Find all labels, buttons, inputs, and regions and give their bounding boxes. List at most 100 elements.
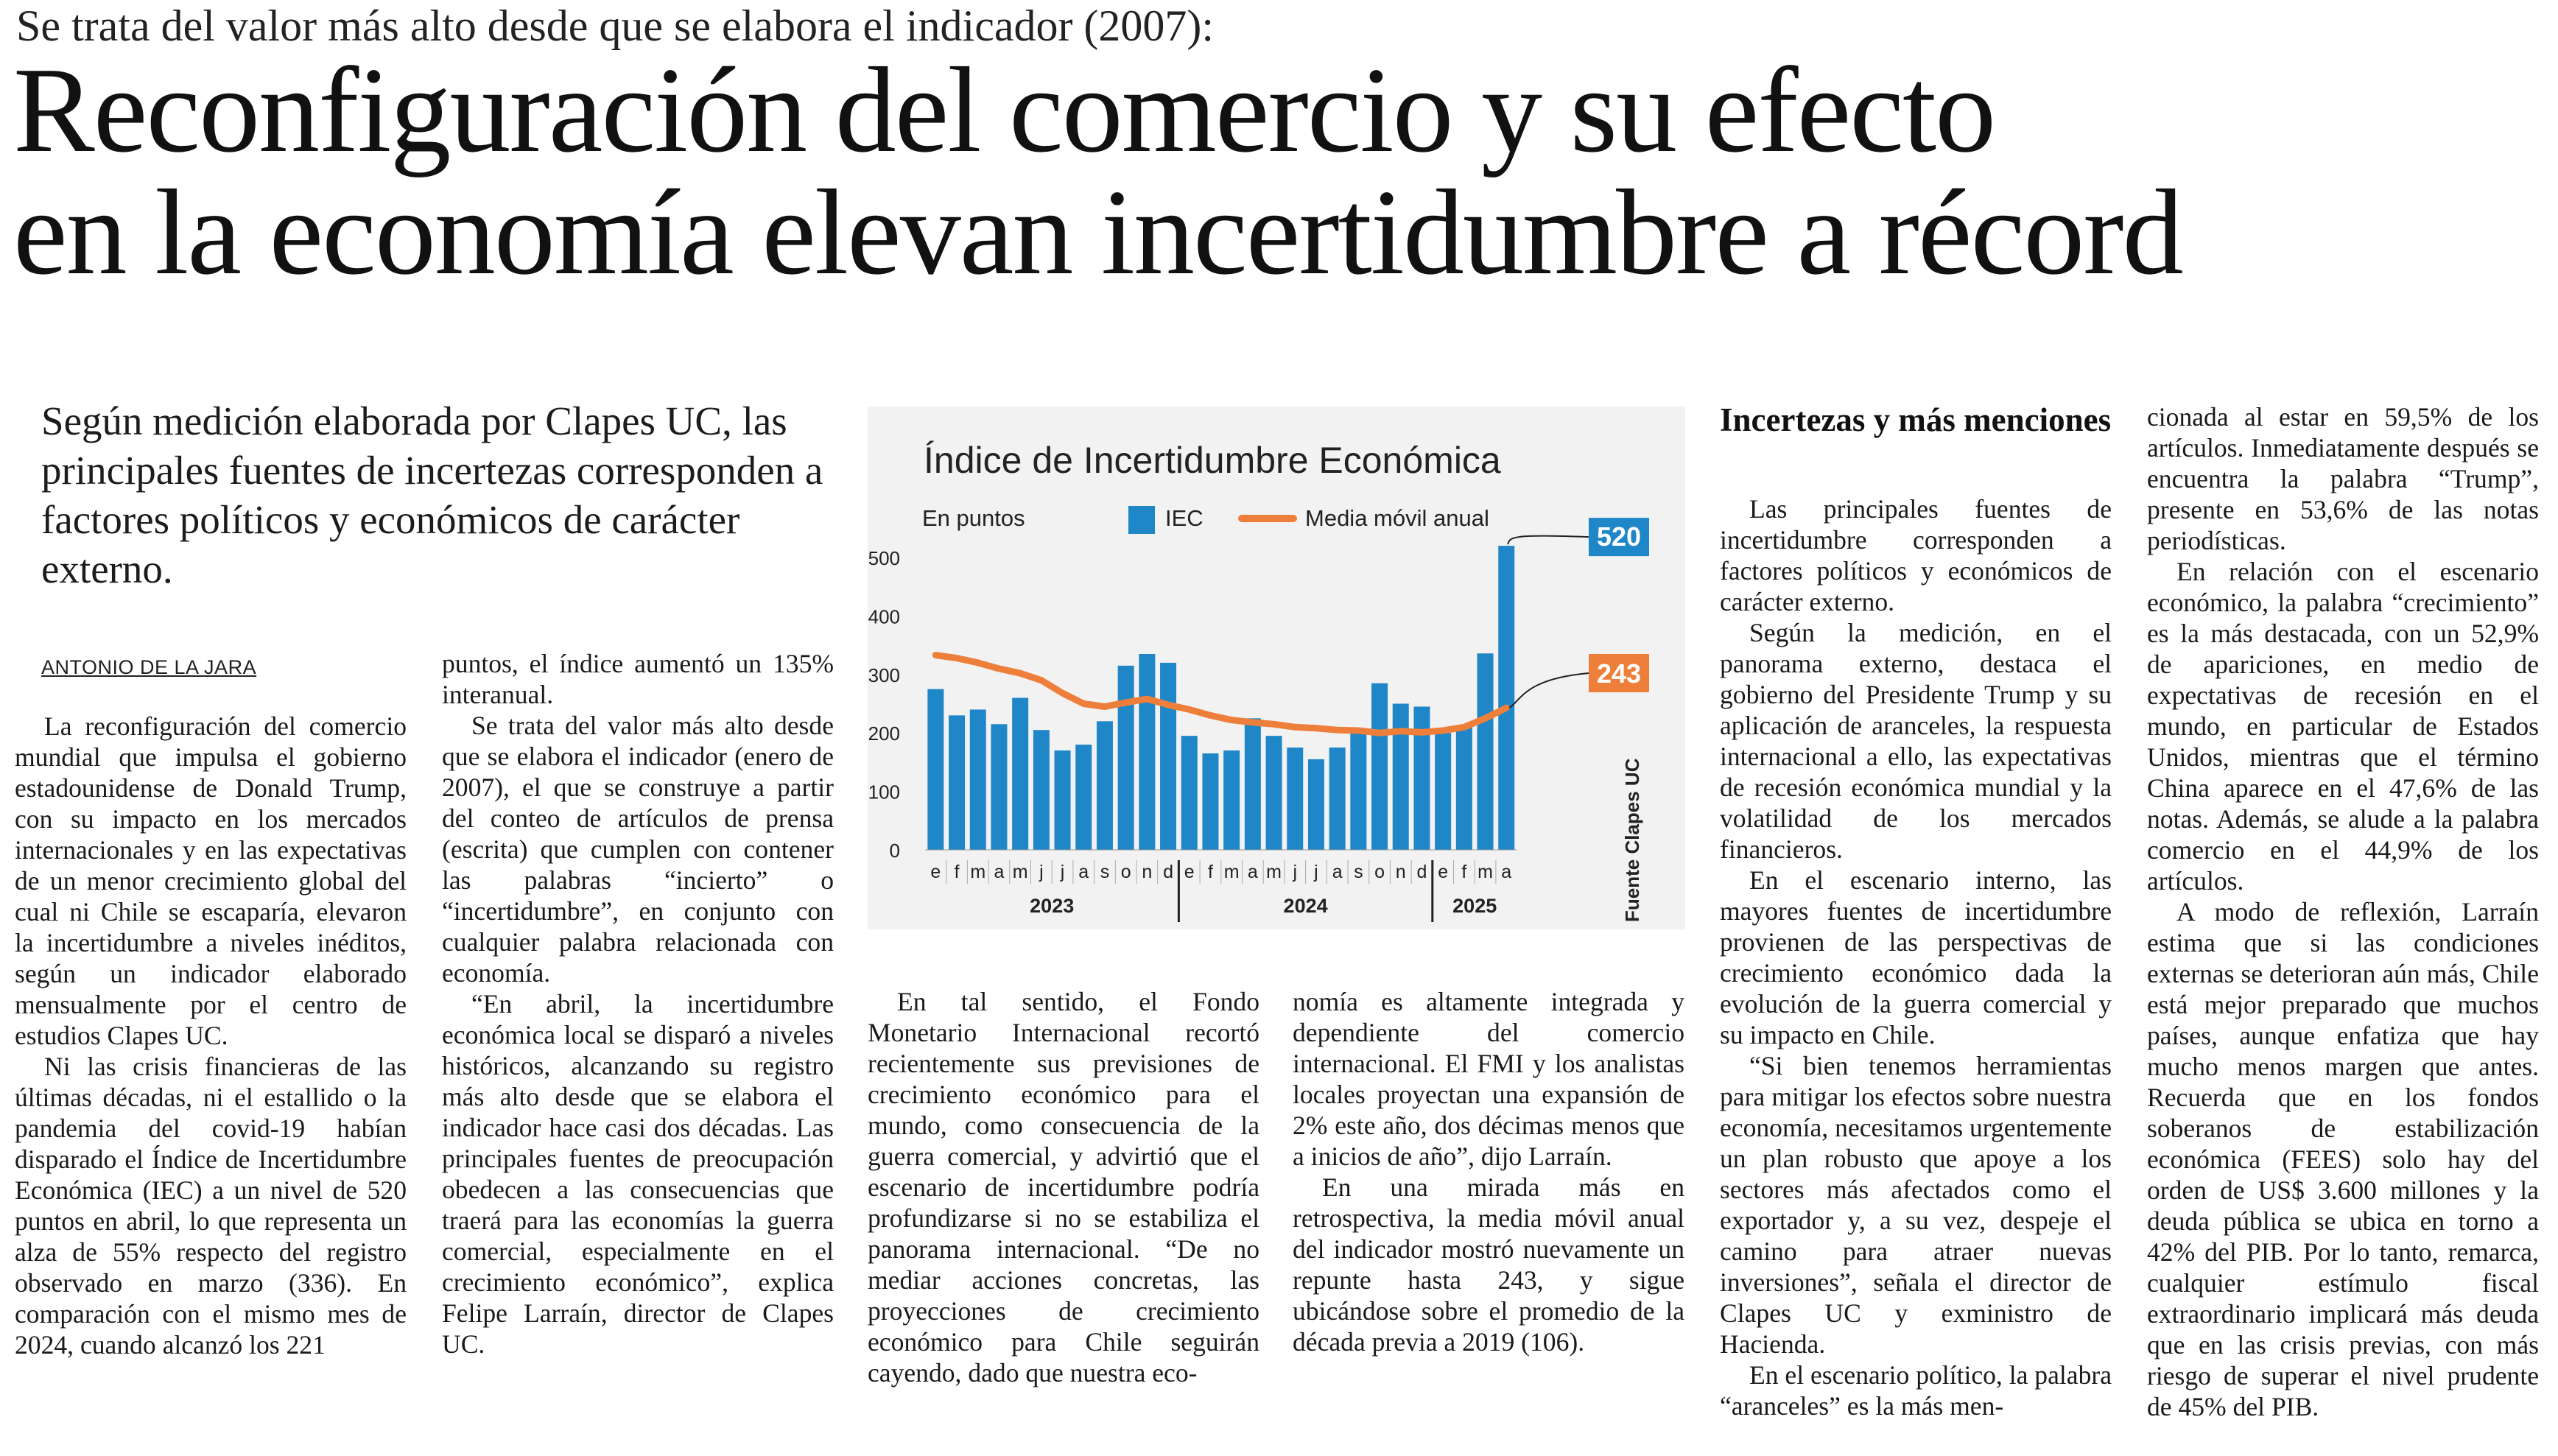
headline-line-2: en la economía elevan incertidumbre a ré… (13, 164, 2184, 300)
sidebar-heading: Incertezas y más menciones (1720, 401, 2112, 438)
kicker: Se trata del valor más alto desde que se… (16, 1, 1215, 50)
paragraph: En el escenario interno, las mayores fue… (1720, 865, 2112, 1049)
x-tick-label: n (1142, 862, 1152, 882)
x-tick-label: f (955, 862, 960, 882)
x-tick-label: a (1078, 862, 1089, 882)
x-tick-label: d (1416, 862, 1427, 882)
bar-iec (1244, 718, 1261, 850)
x-tick-label: m (1266, 862, 1282, 882)
y-tick-label: 300 (868, 664, 900, 686)
bar-iec (1350, 733, 1367, 850)
x-tick-label: o (1374, 862, 1385, 882)
paragraph: cionada al estar en 59,5% de los artícul… (2147, 402, 2539, 555)
bar-iec (1054, 750, 1071, 850)
legend-iec-swatch (1128, 506, 1155, 534)
paragraph: En una mirada más en retrospectiva, la m… (1293, 1172, 1684, 1357)
bar-iec (1477, 653, 1494, 850)
bar-iec (1012, 697, 1029, 850)
callout-pointer (1508, 672, 1589, 708)
paragraph: A modo de reflexión, Larraín estima que … (2147, 897, 2539, 1421)
headline: Reconfiguración del comercio y su efecto… (13, 49, 2547, 328)
y-tick-label: 0 (890, 840, 900, 862)
paragraph: Se trata del valor más alto desde que se… (442, 711, 834, 988)
callout-label-average: 243 (1597, 658, 1641, 689)
legend-line-label: Media móvil anual (1305, 505, 1489, 531)
line-moving-average (932, 652, 1510, 736)
body-column-1: La reconfiguración del comercio mundial … (15, 711, 407, 1447)
chart-canvas: Índice de Incertidumbre Económica En pun… (868, 440, 1649, 922)
body-column-3: En tal sentido, el Fondo Monetario Inter… (868, 986, 1259, 1447)
y-axis: 0 100 200 300 400 500 (868, 547, 900, 862)
bars (927, 546, 1515, 850)
x-tick-label: m (1013, 862, 1028, 882)
bar-iec (1160, 662, 1177, 850)
y-tick-label: 500 (868, 547, 900, 569)
chart-ylabel: En puntos (922, 505, 1025, 531)
x-tick-label: m (970, 862, 985, 882)
x-tick-label: d (1163, 862, 1173, 882)
paragraph: Según la medición, en el panorama extern… (1720, 618, 2112, 864)
bar-iec (1117, 665, 1134, 850)
x-tick-label: j (1039, 862, 1044, 882)
lead-paragraph: Según medición elaborada por Clapes UC, … (41, 398, 823, 591)
x-tick-label: e (1438, 862, 1448, 882)
bar-iec (1307, 759, 1324, 850)
paragraph: En el escenario político, la palabra “ar… (1720, 1360, 2112, 1421)
x-tick-label: m (1477, 862, 1493, 882)
x-tick-label: a (1248, 862, 1258, 882)
bar-iec (1329, 748, 1346, 850)
x-tick-label: a (1501, 862, 1511, 882)
paragraph: Ni las crisis financieras de las últimas… (15, 1052, 407, 1360)
bar-iec (1265, 736, 1282, 850)
bar-iec (1223, 750, 1240, 850)
x-tick-label: e (1184, 862, 1195, 882)
paragraph: En tal sentido, el Fondo Monetario Inter… (868, 987, 1259, 1388)
x-tick-label: s (1100, 862, 1110, 882)
y-tick-label: 200 (868, 722, 900, 745)
x-tick-label: m (1224, 862, 1240, 882)
x-tick-label: e (930, 862, 941, 882)
bar-iec (1181, 736, 1198, 850)
x-tick-label: f (1461, 862, 1466, 882)
x-tick-label: o (1121, 862, 1131, 882)
year-label: 2023 (1030, 895, 1074, 917)
paragraph: En relación con el escenario económico, … (2147, 557, 2539, 896)
moving-average (932, 652, 1510, 736)
bar-iec (1075, 745, 1092, 850)
body-column-5: Las principales fuentes de incertidumbre… (1720, 493, 2112, 1447)
bar-iec (1202, 753, 1219, 850)
body-column-4: nomía es altamente integrada y dependien… (1293, 986, 1684, 1447)
x-tick-label: f (1208, 862, 1213, 882)
paragraph: puntos, el índice aumentó un 135% intera… (442, 649, 834, 709)
paragraph: “En abril, la incertidumbre económica lo… (442, 989, 834, 1359)
x-tick-label: j (1313, 862, 1318, 882)
callout-box-iec (1589, 518, 1649, 557)
chart-source: Fuente Clapes UC (1621, 758, 1643, 922)
year-label: 2024 (1284, 895, 1328, 917)
y-tick-label: 400 (868, 605, 900, 627)
callout-label-iec: 520 (1597, 521, 1641, 552)
paragraph: “Si bien tenemos herramientas para mitig… (1720, 1051, 2112, 1359)
bar-iec (1498, 546, 1515, 850)
bar-iec (949, 715, 966, 850)
callout-pointer (1507, 535, 1589, 545)
byline: ANTONIO DE LA JARA (41, 656, 257, 678)
bar-iec (1435, 733, 1452, 850)
bar-iec (969, 709, 986, 850)
bar-iec (1455, 727, 1472, 850)
x-tick-label: j (1060, 862, 1065, 882)
year-label: 2025 (1452, 895, 1497, 917)
body-column-2: puntos, el índice aumentó un 135% intera… (442, 648, 834, 1447)
paragraph: nomía es altamente integrada y dependien… (1293, 987, 1684, 1171)
chart-panel: Índice de Incertidumbre Económica En pun… (868, 407, 1685, 929)
callouts: 520 243 (1507, 518, 1649, 708)
chart-title: Índice de Incertidumbre Económica (924, 440, 1501, 481)
paragraph: Las principales fuentes de incertidumbre… (1720, 494, 2112, 616)
bar-iec (1033, 730, 1050, 850)
y-tick-label: 100 (868, 781, 900, 803)
paragraph: La reconfiguración del comercio mundial … (15, 711, 407, 1050)
x-tick-label: s (1354, 862, 1363, 882)
bar-iec (1413, 706, 1430, 850)
callout-box-average (1589, 654, 1649, 692)
